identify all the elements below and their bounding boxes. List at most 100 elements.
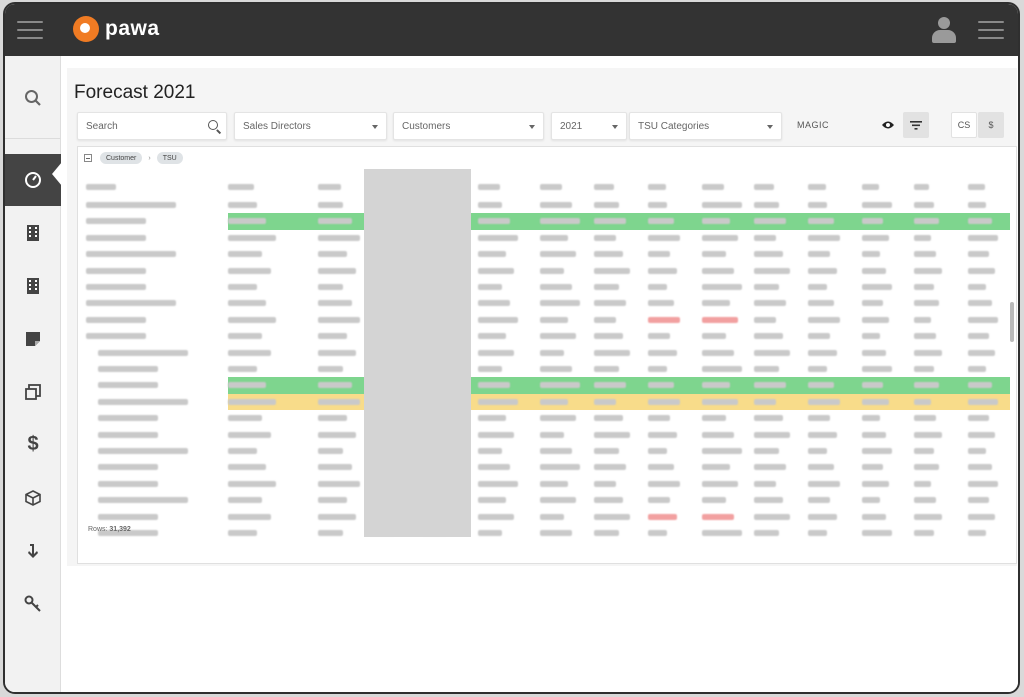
main-content: Forecast 2021 Search Sales Directors Cus… <box>61 56 1018 692</box>
table-cell <box>540 349 564 356</box>
table-cell <box>862 267 886 274</box>
table-cell <box>478 267 514 274</box>
table-cell <box>228 480 276 487</box>
search-icon[interactable] <box>5 78 61 118</box>
tsu-categories-select[interactable]: TSU Categories <box>629 112 782 140</box>
table-row[interactable] <box>78 295 1010 311</box>
table-cell <box>862 300 883 307</box>
collapse-icon[interactable] <box>84 154 92 162</box>
app-window: pawa $ <box>3 2 1020 694</box>
table-row[interactable] <box>78 361 1010 377</box>
eye-icon[interactable] <box>875 112 901 138</box>
table-row[interactable] <box>78 263 1010 279</box>
year-select[interactable]: 2021 <box>551 112 627 140</box>
table-row[interactable] <box>78 476 1010 492</box>
header-cell[interactable] <box>808 184 826 190</box>
header-cell[interactable] <box>86 184 117 190</box>
table-cell <box>540 366 572 372</box>
table-cell <box>702 218 730 225</box>
header-cell[interactable] <box>594 184 614 190</box>
building-icon[interactable] <box>5 213 61 253</box>
table-cell <box>478 480 518 487</box>
table-row[interactable] <box>78 197 1010 213</box>
sales-directors-select[interactable]: Sales Directors <box>234 112 387 140</box>
table-row[interactable] <box>78 443 1010 459</box>
dashboard-icon[interactable] <box>5 154 62 206</box>
table-cell <box>318 431 356 438</box>
filter-icon[interactable] <box>903 112 929 138</box>
table-cell <box>318 480 360 487</box>
table-row[interactable] <box>78 492 1010 508</box>
note-icon[interactable] <box>5 319 61 359</box>
table-row[interactable] <box>78 312 1010 328</box>
logo[interactable]: pawa <box>73 16 160 42</box>
table-cell <box>648 218 674 225</box>
table-cell <box>228 513 272 520</box>
header-cell[interactable] <box>648 184 666 190</box>
table-cell <box>648 202 668 208</box>
table-cell <box>540 202 572 208</box>
copy-icon[interactable] <box>5 372 61 412</box>
table-row[interactable] <box>78 525 1010 541</box>
currency-dollar-button[interactable]: $ <box>978 112 1004 138</box>
table-cell <box>702 431 734 438</box>
row-label <box>86 284 146 290</box>
table-cell <box>702 300 730 307</box>
magic-button[interactable]: MAGIC <box>797 120 830 130</box>
table-row[interactable] <box>78 279 1010 295</box>
row-label <box>98 431 158 438</box>
table-cell <box>594 431 630 438</box>
dollar-icon[interactable]: $ <box>27 432 39 455</box>
table-cell <box>862 431 886 438</box>
header-cell[interactable] <box>754 184 774 190</box>
header-cell[interactable] <box>914 184 930 190</box>
table-row[interactable] <box>78 509 1010 525</box>
table-cell <box>540 284 572 290</box>
table-row[interactable] <box>78 459 1010 475</box>
chip-tsu[interactable]: TSU <box>156 152 183 164</box>
scrollbar[interactable] <box>1010 302 1014 342</box>
header-cell[interactable] <box>318 184 342 190</box>
table-cell <box>808 382 834 389</box>
table-cell <box>754 234 776 241</box>
hamburger-icon[interactable] <box>17 21 43 39</box>
currency-cs-button[interactable]: CS <box>951 112 977 138</box>
chip-customer[interactable]: Customer <box>100 152 143 164</box>
page-title: Forecast 2021 <box>74 82 196 103</box>
table-row[interactable] <box>86 213 1010 230</box>
table-cell <box>702 267 734 274</box>
table-row[interactable] <box>78 345 1010 361</box>
key-icon[interactable] <box>5 584 61 624</box>
table-row[interactable] <box>78 427 1010 443</box>
header-cell[interactable] <box>228 184 255 190</box>
menu-right-icon[interactable] <box>978 21 1004 39</box>
table-cell <box>754 431 790 438</box>
table-row[interactable] <box>78 410 1010 426</box>
header-cell[interactable] <box>968 184 985 190</box>
cube-icon[interactable] <box>5 478 61 518</box>
table-cell <box>540 316 568 323</box>
row-label <box>86 234 146 241</box>
customers-select[interactable]: Customers <box>393 112 544 140</box>
building-icon-2[interactable] <box>5 266 61 306</box>
table-row[interactable] <box>78 328 1010 344</box>
download-icon[interactable] <box>5 531 61 571</box>
rows-value: 31,392 <box>109 526 131 533</box>
table-cell <box>914 415 937 422</box>
search-input[interactable]: Search <box>77 112 227 140</box>
table-cell <box>862 497 880 504</box>
header-cell[interactable] <box>540 184 562 190</box>
table-row[interactable] <box>98 393 1010 411</box>
table-row[interactable] <box>98 377 1010 394</box>
header-cell[interactable] <box>862 184 879 190</box>
row-label <box>98 448 188 454</box>
table-cell <box>594 218 627 225</box>
table-row[interactable] <box>78 230 1010 246</box>
table-cell <box>648 530 668 536</box>
header-cell[interactable] <box>702 184 724 190</box>
table-row[interactable] <box>78 246 1010 262</box>
table-cell <box>318 202 344 208</box>
header-cell[interactable] <box>478 184 500 190</box>
user-icon[interactable] <box>932 17 956 43</box>
table-cell <box>862 382 883 389</box>
